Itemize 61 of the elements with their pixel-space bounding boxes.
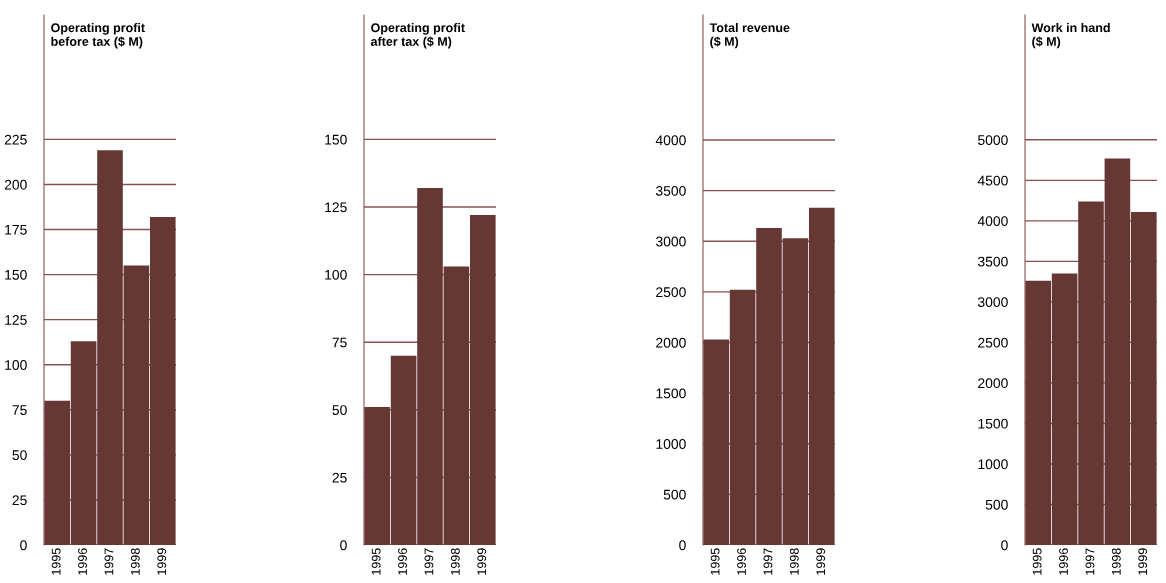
y-tick-label: 0 xyxy=(20,540,27,551)
x-tick-label: 1998 xyxy=(789,548,799,575)
y-tick-label: 3500 xyxy=(655,185,686,196)
y-tick-label: 0 xyxy=(679,540,686,551)
x-tick-label: 1998 xyxy=(1111,548,1121,575)
y-tick-label: 0 xyxy=(340,540,347,551)
x-tick-label: 1997 xyxy=(763,548,773,575)
y-tick-label: 150 xyxy=(325,134,347,145)
y-tick-label: 2000 xyxy=(978,378,1008,389)
y-tick-label: 500 xyxy=(985,499,1008,510)
y-tick-label: 2000 xyxy=(656,337,686,348)
y-tick-label: 75 xyxy=(332,337,347,348)
y-tick-label: 1500 xyxy=(656,388,686,399)
x-tick-label: 1999 xyxy=(816,548,826,575)
y-tick-label: 125 xyxy=(5,314,27,325)
y-tick-label: 1500 xyxy=(978,418,1008,429)
x-tick-label: 1995 xyxy=(710,548,720,575)
y-tick-label: 2500 xyxy=(656,287,686,298)
y-tick-label: 175 xyxy=(5,225,27,235)
x-tick-label: 1997 xyxy=(104,548,114,575)
y-tick-label: 2500 xyxy=(978,337,1008,348)
y-tick-label: 0 xyxy=(1001,540,1008,551)
x-tick-label: 1998 xyxy=(450,548,460,575)
x-tick-label: 1999 xyxy=(157,548,167,575)
y-tick-label: 1000 xyxy=(656,439,686,449)
text: Operating profit before tax ($ M) xyxy=(51,22,145,49)
y-tick-label: 4000 xyxy=(977,216,1008,227)
x-tick-label: 1996 xyxy=(1059,548,1068,575)
y-tick-label: 4500 xyxy=(977,175,1008,186)
y-tick-label: 100 xyxy=(5,360,27,370)
y-tick-label: 50 xyxy=(332,405,347,415)
x-tick-label: 1997 xyxy=(1085,548,1095,575)
x-tick-label: 1995 xyxy=(1032,548,1042,575)
x-tick-label: 1996 xyxy=(78,548,87,575)
y-tick-label: 200 xyxy=(4,179,27,190)
x-tick-label: 1998 xyxy=(130,548,140,575)
x-tick-label: 1996 xyxy=(398,548,407,575)
x-tick-label: 1996 xyxy=(737,548,746,575)
text: Operating profit after tax ($ M) xyxy=(370,22,465,49)
y-tick-label: 25 xyxy=(332,472,347,483)
y-tick-label: 3000 xyxy=(977,297,1008,308)
y-tick-label: 225 xyxy=(4,134,27,145)
y-tick-label: 50 xyxy=(12,450,27,461)
y-tick-label: 150 xyxy=(5,269,27,280)
x-tick-label: 1997 xyxy=(424,548,434,575)
y-tick-label: 5000 xyxy=(977,135,1008,145)
y-tick-label: 3500 xyxy=(977,256,1008,267)
y-tick-label: 100 xyxy=(325,269,347,280)
y-tick-label: 125 xyxy=(325,202,347,213)
text: Total revenue ($ M) xyxy=(709,22,790,49)
y-tick-label: 1000 xyxy=(978,459,1008,470)
y-tick-label: 3000 xyxy=(655,236,686,247)
text: Work in hand ($ M) xyxy=(1031,22,1110,49)
x-tick-label: 1995 xyxy=(371,548,381,575)
y-tick-label: 25 xyxy=(12,495,27,506)
y-tick-label: 75 xyxy=(12,405,27,415)
x-tick-label: 1999 xyxy=(477,548,487,575)
y-tick-label: 4000 xyxy=(655,135,686,146)
x-tick-label: 1995 xyxy=(51,548,61,575)
y-tick-label: 500 xyxy=(663,489,686,500)
x-tick-label: 1999 xyxy=(1138,548,1148,575)
